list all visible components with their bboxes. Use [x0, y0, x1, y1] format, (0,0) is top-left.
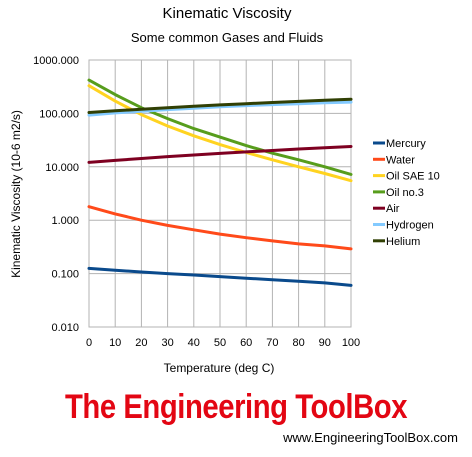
legend-label-oil-sae-10: Oil SAE 10	[386, 171, 440, 183]
legend-label-water: Water	[386, 154, 415, 166]
chart-subtitle: Some common Gases and Fluids	[131, 30, 324, 45]
series-line-hydrogen	[87, 100, 353, 117]
legend-label-helium: Helium	[386, 236, 420, 248]
x-tick-label: 0	[86, 337, 92, 349]
website-link[interactable]: www.EngineeringToolBox.com	[283, 430, 458, 445]
legend: Mercury Water Oil SAE 10 Oil no.3 Air Hydroge…	[373, 138, 440, 248]
x-tick-label: 30	[161, 337, 173, 349]
y-tick-label: 0.100	[51, 269, 79, 281]
y-tick-label: 100.000	[39, 108, 79, 120]
legend-label-mercury: Mercury	[386, 138, 426, 150]
y-axis-ticks: 0.010 0.100 1.000 10.000 100.000 1000.000	[33, 55, 79, 334]
x-tick-label: 90	[319, 337, 331, 349]
series-line-mercury	[87, 266, 353, 287]
x-axis-label: Temperature (deg C)	[164, 361, 275, 375]
legend-label-hydrogen: Hydrogen	[386, 220, 434, 232]
chart-title: Kinematic Viscosity	[163, 5, 292, 22]
x-tick-label: 100	[342, 337, 360, 349]
y-tick-label: 10.000	[45, 162, 79, 174]
series-line-air	[87, 145, 353, 164]
x-axis-ticks: 0 10 20 30 40 50 60 70 80 90 100	[86, 337, 360, 349]
series-lines	[87, 78, 353, 287]
series-line-helium	[87, 97, 353, 114]
y-tick-label: 0.010	[51, 322, 79, 334]
x-tick-label: 20	[135, 337, 147, 349]
x-tick-label: 60	[240, 337, 252, 349]
x-tick-label: 70	[266, 337, 278, 349]
x-tick-label: 80	[292, 337, 304, 349]
legend-label-oil-no-3: Oil no.3	[386, 187, 424, 199]
y-tick-label: 1000.000	[33, 55, 79, 67]
y-axis-label: Kinematic Viscosity (10-6 m2/s)	[9, 110, 23, 278]
series-line-oil-no-3	[87, 78, 353, 176]
engineering-toolbox-logo[interactable]: The Engineering ToolBox	[64, 388, 408, 426]
x-tick-label: 50	[214, 337, 226, 349]
y-tick-label: 1.000	[51, 215, 79, 227]
series-line-water	[87, 205, 353, 251]
x-tick-label: 10	[109, 337, 121, 349]
legend-label-air: Air	[386, 203, 400, 215]
x-tick-label: 40	[188, 337, 200, 349]
